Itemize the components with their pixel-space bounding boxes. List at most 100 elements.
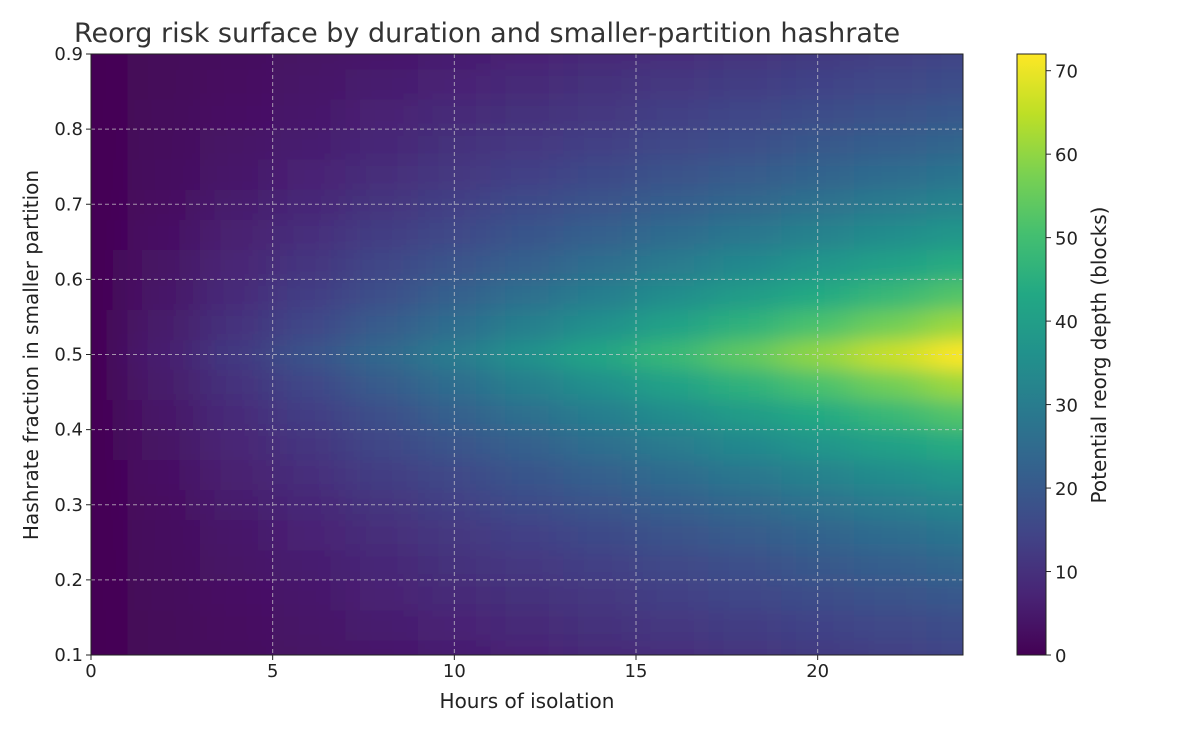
heatmap-cell <box>272 369 346 401</box>
heatmap-cell <box>345 579 419 611</box>
heatmap-cell <box>127 279 201 310</box>
heatmap-cell <box>127 369 201 401</box>
heatmap-cell <box>200 459 274 491</box>
heatmap-cell <box>345 159 419 190</box>
heatmap-cell <box>926 99 963 130</box>
heatmap-cell <box>127 609 201 641</box>
heatmap-cell <box>926 399 963 431</box>
heatmap-cell <box>636 609 710 641</box>
heatmap-cell <box>708 99 782 130</box>
heatmap-cell <box>127 429 201 461</box>
heatmap-cell <box>91 69 128 100</box>
heatmap-cell <box>708 219 782 250</box>
heatmap-cell <box>708 54 782 70</box>
heatmap-cell <box>563 609 637 641</box>
colorbar-tick-label: 0 <box>1055 646 1066 667</box>
y-tick-label: 0.6 <box>54 269 83 290</box>
heatmap-cell <box>636 429 710 461</box>
heatmap-cell <box>272 639 346 655</box>
heatmap-cell <box>854 219 928 250</box>
heatmap-cell <box>708 429 782 461</box>
heatmap-cell <box>854 519 928 551</box>
heatmap-cell <box>345 54 419 70</box>
heatmap-cell <box>272 249 346 280</box>
heatmap-cell <box>345 639 419 655</box>
heatmap-cell <box>563 519 637 551</box>
heatmap-cell <box>200 69 274 100</box>
heatmap-cell <box>345 549 419 581</box>
heatmap-cell <box>854 69 928 100</box>
heatmap-cell <box>200 639 274 655</box>
heatmap-cell <box>563 459 637 491</box>
heatmap-cell <box>563 309 637 340</box>
heatmap-cell <box>272 99 346 130</box>
heatmap-cell <box>490 69 564 100</box>
heatmap-cell <box>636 159 710 190</box>
heatmap-cell <box>490 279 564 310</box>
x-tick-label: 20 <box>806 661 829 682</box>
heatmap-cell <box>854 129 928 160</box>
heatmap-cell <box>490 639 564 655</box>
heatmap-cell <box>854 159 928 190</box>
heatmap-cell <box>127 459 201 491</box>
colorbar <box>1016 53 1047 656</box>
heatmap-cell <box>563 579 637 611</box>
heatmap-cell <box>200 279 274 310</box>
heatmap-cell <box>127 309 201 340</box>
heatmap-cell <box>127 249 201 280</box>
heatmap-cell <box>926 519 963 551</box>
heatmap-cell <box>345 309 419 340</box>
heatmap-cell <box>708 609 782 641</box>
heatmap-cell <box>272 129 346 160</box>
heatmap-cell <box>636 549 710 581</box>
heatmap-cell <box>127 69 201 100</box>
heatmap-cell <box>926 369 963 401</box>
colorbar-tick-label: 60 <box>1055 145 1078 166</box>
heatmap-cell <box>490 249 564 280</box>
y-tick-label: 0.3 <box>54 495 83 516</box>
heatmap-cell <box>200 549 274 581</box>
heatmap-cell <box>418 639 492 655</box>
heatmap-cell <box>854 579 928 611</box>
heatmap-cell <box>490 429 564 461</box>
heatmap-cell <box>127 549 201 581</box>
x-axis-label: Hours of isolation <box>440 689 615 713</box>
heatmap-cell <box>272 279 346 310</box>
y-tick-label: 0.7 <box>54 194 83 215</box>
heatmap-cells <box>91 54 963 655</box>
heatmap-cell <box>91 519 128 551</box>
chart-title: Reorg risk surface by duration and small… <box>74 18 900 49</box>
heatmap-cell <box>345 129 419 160</box>
x-tick-label: 0 <box>85 661 96 682</box>
heatmap-cell <box>926 69 963 100</box>
heatmap-cell <box>127 219 201 250</box>
heatmap-cell <box>91 369 128 401</box>
heatmap-cell <box>272 579 346 611</box>
heatmap-cell <box>490 219 564 250</box>
heatmap-cell <box>490 159 564 190</box>
heatmap-cell <box>854 309 928 340</box>
heatmap-cell <box>636 579 710 611</box>
heatmap-cell <box>272 309 346 340</box>
heatmap-cell <box>127 99 201 130</box>
colorbar-tick-label: 70 <box>1055 62 1078 83</box>
heatmap-cell <box>272 69 346 100</box>
heatmap-cell <box>272 609 346 641</box>
heatmap-cell <box>127 639 201 655</box>
y-tick-label: 0.2 <box>54 570 83 591</box>
heatmap-cell <box>563 69 637 100</box>
heatmap-cell <box>91 99 128 130</box>
heatmap-cell <box>926 279 963 310</box>
heatmap-cell <box>91 249 128 280</box>
x-tick-label: 15 <box>625 661 648 682</box>
heatmap-cell <box>636 459 710 491</box>
heatmap-cell <box>563 429 637 461</box>
y-tick-label: 0.4 <box>54 420 83 441</box>
gridlines <box>91 54 963 655</box>
heatmap-cell <box>708 309 782 340</box>
heatmap-cell <box>490 99 564 130</box>
heatmap-cell <box>854 54 928 70</box>
heatmap-cell <box>926 249 963 280</box>
heatmap-cell <box>636 249 710 280</box>
